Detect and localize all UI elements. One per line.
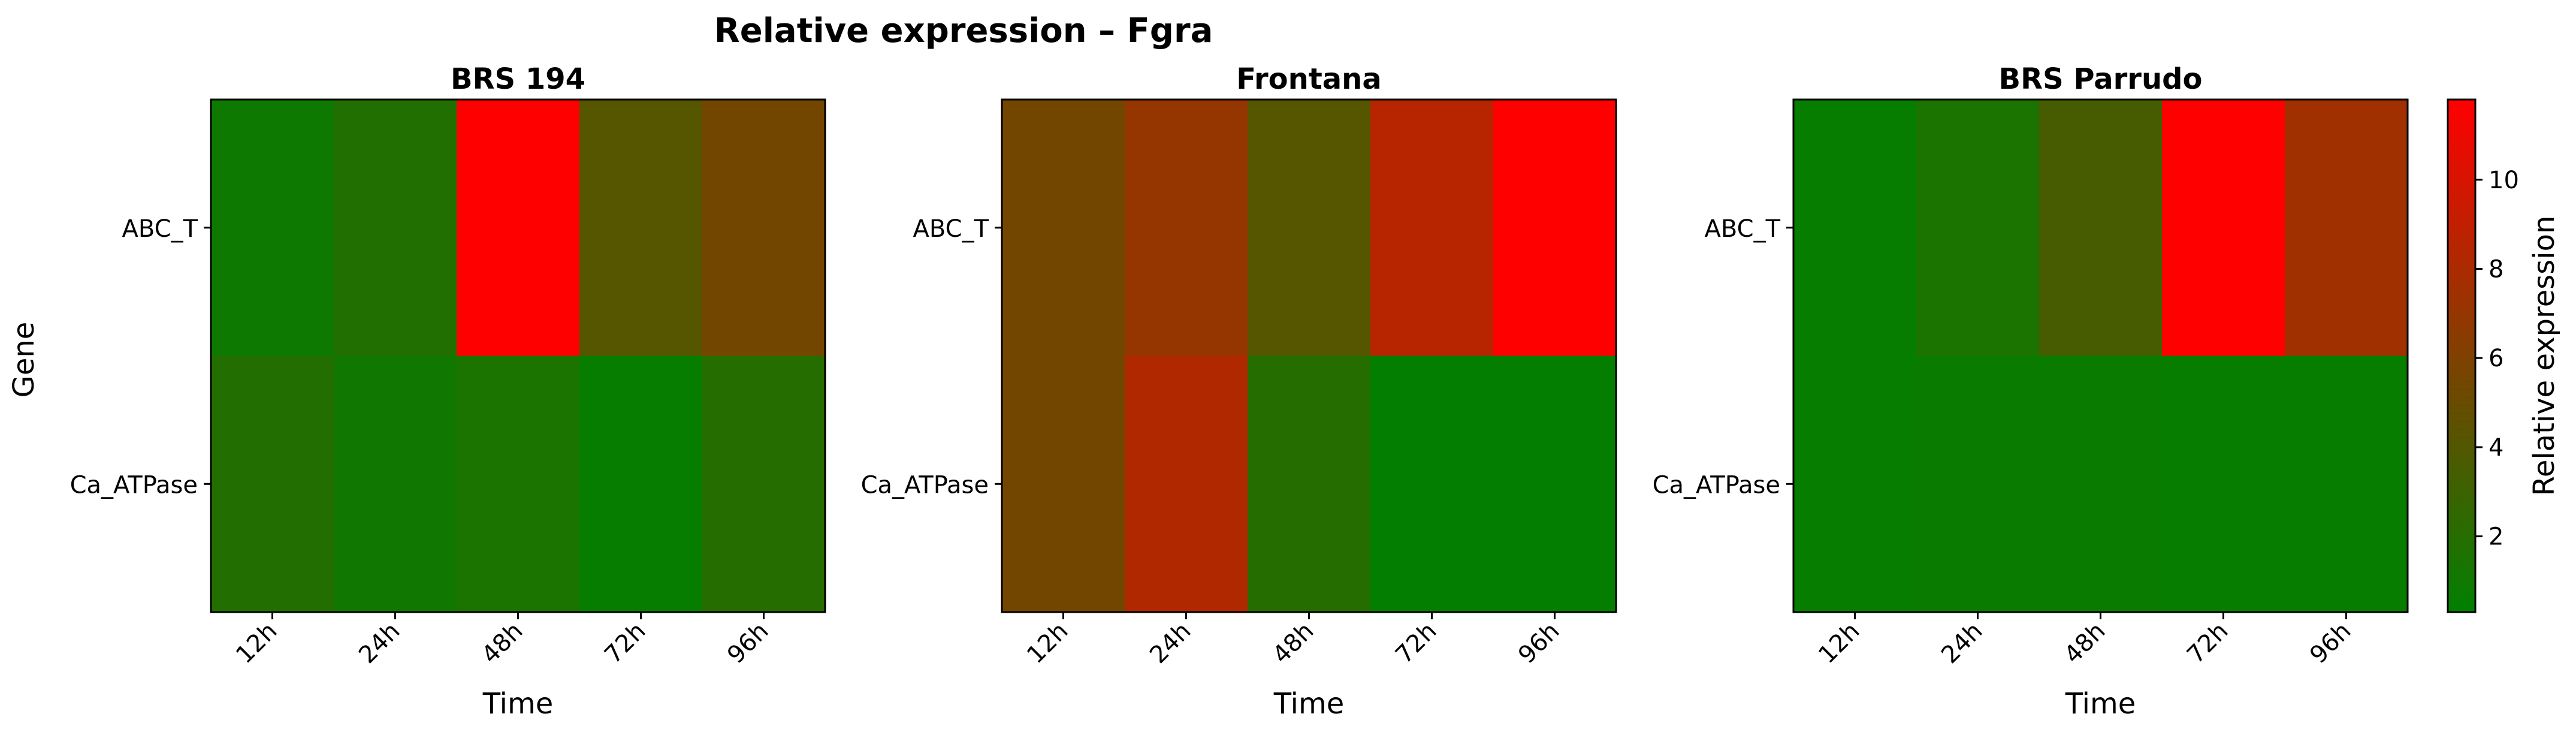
x-tick-label: 72h: [599, 617, 651, 669]
x-tick-label: 24h: [1936, 617, 1988, 669]
heatmap-cell: [1248, 100, 1371, 357]
heatmap-panel: Frontana ABC_T Ca_ATPase 12h 24h 48h 72h 96h Tim…: [861, 62, 1617, 721]
x-tick-label: 96h: [1513, 617, 1565, 669]
heatmap-cell: [1002, 100, 1125, 357]
y-tick-label: ABC_T: [913, 215, 989, 243]
panels-group: BRS 194 ABC_T Ca_ATPase 12h 24h 48h 72h 96h Time…: [70, 62, 2409, 721]
colorbar-tick-label: 4: [2489, 434, 2503, 462]
heatmap-cell: [2285, 356, 2408, 613]
x-tick-label: 72h: [1390, 617, 1442, 669]
heatmap-cell: [1248, 356, 1371, 613]
panel-title: Frontana: [1236, 62, 1381, 96]
colorbar-tick-label: 6: [2489, 345, 2503, 372]
heatmap-cell: [1125, 100, 1248, 357]
x-tick-label: 24h: [354, 617, 405, 669]
heatmap-panel: BRS 194 ABC_T Ca_ATPase 12h 24h 48h 72h 96h Time: [70, 62, 826, 721]
heatmap-cell: [702, 356, 826, 613]
heatmap-cell: [1125, 356, 1248, 613]
y-tick-label: Ca_ATPase: [1653, 471, 1780, 499]
heatmap-cell: [211, 100, 334, 357]
heatmap-cell: [1370, 100, 1494, 357]
x-tick-label: 48h: [2059, 617, 2110, 669]
y-axis-label: Gene: [7, 322, 41, 398]
heatmap-cell: [2162, 356, 2285, 613]
y-tick-label: ABC_T: [1705, 215, 1781, 243]
heatmap-cell: [334, 356, 457, 613]
panel-title: BRS 194: [451, 62, 585, 96]
heatmap-cell: [1493, 356, 1617, 613]
heatmap-cell: [2039, 100, 2163, 357]
heatmap-cell: [1002, 356, 1125, 613]
heatmap-cell: [334, 100, 457, 357]
heatmap-cell: [579, 356, 703, 613]
x-tick-label: 12h: [1813, 617, 1865, 669]
colorbar-gradient: [2447, 98, 2477, 613]
x-tick-label: 72h: [2182, 617, 2233, 669]
heatmap-cell: [2162, 100, 2285, 357]
y-tick-label: Ca_ATPase: [861, 471, 989, 499]
colorbar-tick-label: 2: [2489, 523, 2503, 551]
y-tick-label: ABC_T: [122, 215, 198, 243]
heatmap-cell: [2285, 100, 2408, 357]
colorbar: 2 4 6 8 10 Relative expression: [2447, 98, 2561, 613]
heatmap-cell: [702, 100, 826, 357]
colorbar-tick-label: 10: [2489, 167, 2519, 194]
heatmap-cell: [579, 100, 703, 357]
x-axis-label: Time: [2065, 687, 2136, 721]
heatmap-cell: [1793, 356, 1917, 613]
heatmap-cell: [1493, 100, 1617, 357]
heatmap-cell: [1793, 100, 1917, 357]
heatmap-cell: [211, 356, 334, 613]
heatmap-cell: [1916, 356, 2040, 613]
panel-title: BRS Parrudo: [1999, 62, 2203, 96]
heatmap-cell: [457, 356, 580, 613]
heatmap-cell: [1370, 356, 1494, 613]
x-tick-label: 24h: [1144, 617, 1196, 669]
x-tick-label: 12h: [231, 617, 282, 669]
heatmap-cell: [457, 100, 580, 357]
colorbar-tick-label: 8: [2489, 256, 2503, 284]
x-tick-label: 96h: [2305, 617, 2356, 669]
x-axis-label: Time: [482, 687, 553, 721]
x-tick-label: 48h: [476, 617, 528, 669]
heatmap-cell: [2039, 356, 2163, 613]
x-tick-label: 96h: [722, 617, 774, 669]
x-tick-label: 48h: [1267, 617, 1319, 669]
colorbar-label: Relative expression: [2527, 216, 2561, 496]
heatmap-panel: BRS Parrudo ABC_T Ca_ATPase 12h 24h 48h 72h 96h…: [1653, 62, 2409, 721]
x-tick-label: 12h: [1022, 617, 1073, 669]
heatmap-cell: [1916, 100, 2040, 357]
x-axis-label: Time: [1273, 687, 1344, 721]
y-tick-label: Ca_ATPase: [70, 471, 198, 499]
figure-title: Relative expression – Fgra: [714, 11, 1213, 50]
